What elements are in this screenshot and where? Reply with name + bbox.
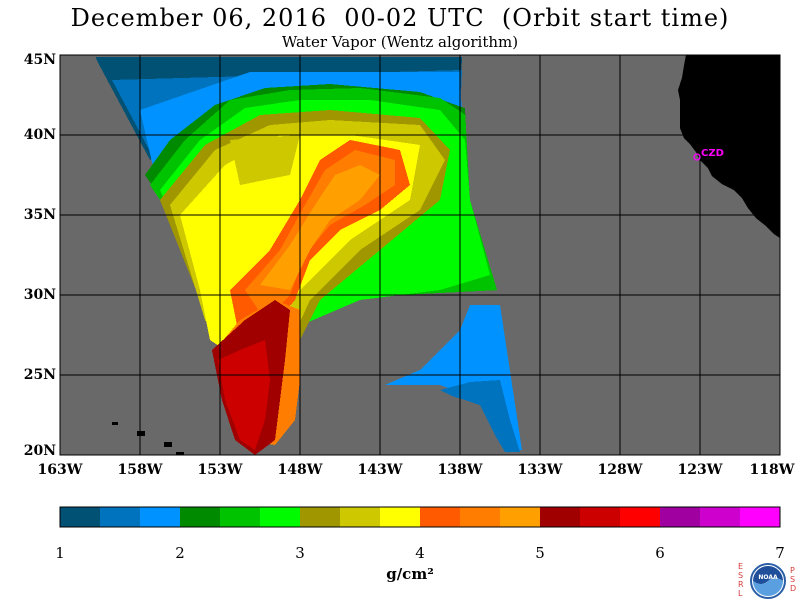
colorbar-segment xyxy=(580,507,621,527)
colorbar-segment xyxy=(60,507,101,527)
station-marker xyxy=(693,153,701,161)
hawaii-islands-overlay xyxy=(112,422,184,455)
lon-label-153w: 153W xyxy=(197,462,243,478)
colorbar-segment xyxy=(700,507,741,527)
colorbar-segment xyxy=(220,507,261,527)
lon-label-133w: 133W xyxy=(517,462,563,478)
swath-gap-west xyxy=(60,55,225,455)
swath-patch-olive-north xyxy=(230,135,300,185)
colorbar-segment xyxy=(740,507,781,527)
lon-label-158w: 158W xyxy=(117,462,163,478)
colorbar-segment xyxy=(340,507,381,527)
colorbar-tick-3: 3 xyxy=(295,544,305,562)
swath-gap-east xyxy=(462,55,680,455)
lat-label-40n: 40N xyxy=(23,127,56,143)
swath-band-red xyxy=(218,340,270,450)
logo-text: NOAA xyxy=(758,574,778,581)
colorbar-tick-4: 4 xyxy=(415,544,425,562)
grid-lines xyxy=(60,55,780,455)
colorbar xyxy=(60,507,781,527)
lon-label-118w: 118W xyxy=(749,462,795,478)
colorbar-frame xyxy=(59,506,781,528)
lat-label-20n: 20N xyxy=(23,443,56,459)
colorbar-tick-1: 1 xyxy=(55,544,65,562)
map-title: December 06, 2016 00-02 UTC (Orbit start… xyxy=(70,4,730,32)
satellite-swath xyxy=(60,55,680,455)
lon-label-138w: 138W xyxy=(437,462,483,478)
lat-label-30n: 30N xyxy=(23,287,56,303)
lon-label-123w: 123W xyxy=(677,462,723,478)
lon-label-143w: 143W xyxy=(357,462,403,478)
colorbar-tick-5: 5 xyxy=(535,544,545,562)
lat-label-25n: 25N xyxy=(23,367,56,383)
colorbar-tick-6: 6 xyxy=(655,544,665,562)
colorbar-segment xyxy=(260,507,301,527)
colorbar-segment xyxy=(540,507,581,527)
colorbar-segment xyxy=(420,507,461,527)
lon-label-148w: 148W xyxy=(277,462,323,478)
colorbar-segment xyxy=(460,507,501,527)
colorbar-segment xyxy=(300,507,341,527)
map-frame xyxy=(59,54,781,456)
station-label: CZD xyxy=(701,148,724,159)
colorbar-segment xyxy=(380,507,421,527)
noaa-emblem-icon: NOAA xyxy=(750,563,786,599)
lat-label-35n: 35N xyxy=(23,207,56,223)
map-subtitle: Water Vapor (Wentz algorithm) xyxy=(281,33,519,51)
land-north-america-overlay xyxy=(678,55,780,238)
swath-band-light-orange xyxy=(260,165,380,290)
swath-gap-south xyxy=(300,388,505,455)
lat-label-45n: 45N xyxy=(23,52,56,68)
colorbar-tick-2: 2 xyxy=(175,544,185,562)
lon-label-163w: 163W xyxy=(37,462,83,478)
colorbar-units: g/cm² xyxy=(386,565,434,583)
colorbar-tick-7: 7 xyxy=(775,544,785,562)
colorbar-segment xyxy=(100,507,141,527)
colorbar-segment xyxy=(620,507,661,527)
colorbar-segment xyxy=(180,507,221,527)
lon-label-128w: 128W xyxy=(597,462,643,478)
colorbar-segment xyxy=(500,507,541,527)
colorbar-segment xyxy=(660,507,701,527)
colorbar-segment xyxy=(140,507,181,527)
